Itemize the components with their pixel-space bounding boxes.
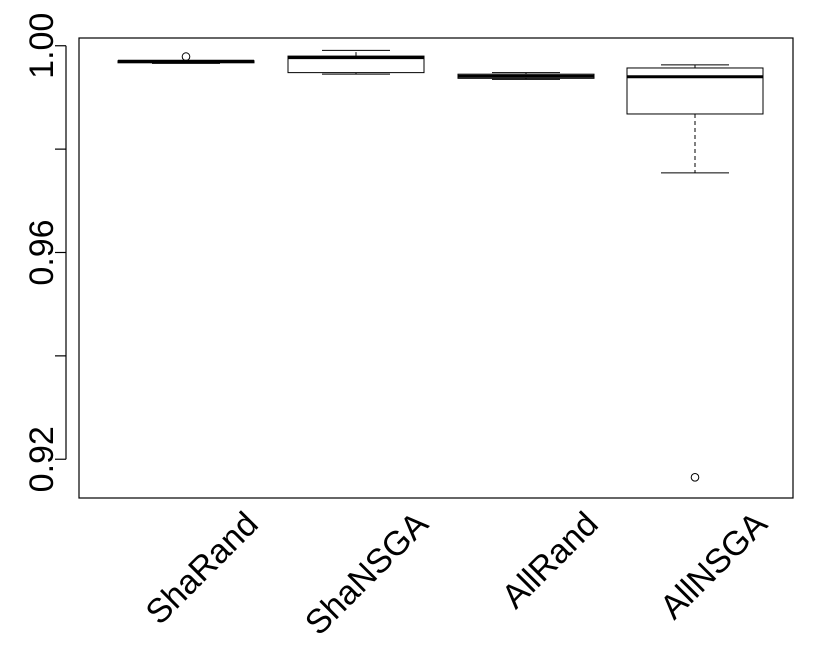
y-axis: 0.92 0.96 1.00 [23,13,67,492]
plot-frame [78,37,794,499]
iqr-box [287,55,425,74]
y-tick-label: 1.00 [23,13,61,79]
x-category-label: ShaNSGA [298,505,436,643]
box-sharand [117,52,255,64]
y-tick-label: 0.92 [23,426,61,492]
iqr-box [626,67,764,115]
box-allnsga [626,64,764,482]
outlier-point [181,52,191,61]
box-shansga [287,49,425,75]
y-tick-label: 0.96 [23,219,61,285]
x-axis-labels: ShaRand ShaNSGA AllRand AllNSGA [139,505,775,643]
x-category-label: ShaRand [139,505,266,632]
outlier-point [690,473,700,482]
box-allrand [457,72,595,80]
x-category-label: AllRand [495,505,606,616]
box-series [117,49,764,482]
x-category-label: AllNSGA [653,505,775,627]
